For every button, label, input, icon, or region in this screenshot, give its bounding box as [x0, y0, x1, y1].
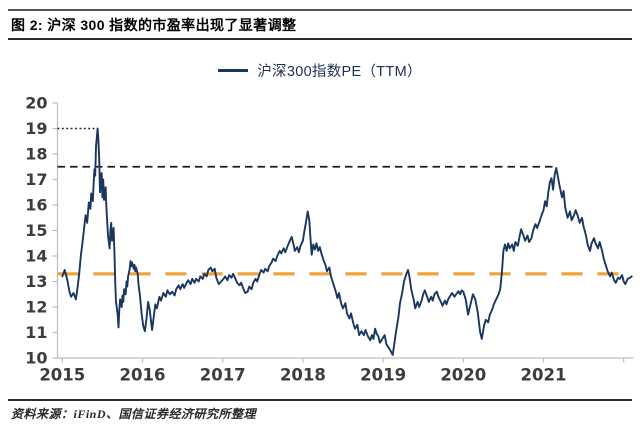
- legend-label: 沪深300指数PE（TTM）: [257, 64, 422, 80]
- title-underline-rule: [8, 38, 632, 41]
- x-axis: 2015 2016 2017 2018 2019 2020 2021: [39, 358, 625, 385]
- bottom-rule: [8, 399, 632, 401]
- y-tick-label: 14: [25, 247, 47, 266]
- y-tick-label: 20: [25, 94, 47, 113]
- source-note: 资料来源：iFinD、国信证券经济研究所整理: [11, 407, 257, 421]
- y-tick-label: 11: [25, 323, 47, 342]
- y-tick-label: 16: [25, 196, 47, 215]
- x-tick-label: 2016: [120, 366, 166, 385]
- x-tick-label: 2019: [360, 366, 406, 385]
- series-line: [61, 127, 633, 356]
- x-tick-label: 2020: [440, 366, 486, 385]
- x-tick-label: 2015: [39, 366, 85, 385]
- y-tick-label: 10: [25, 349, 47, 368]
- axes: [56, 103, 634, 359]
- y-tick-label: 15: [25, 221, 47, 240]
- legend: 沪深300指数PE（TTM）: [0, 60, 640, 81]
- legend-line-swatch: [218, 69, 249, 72]
- y-tick-label: 18: [25, 145, 47, 164]
- y-tick-label: 12: [25, 298, 47, 317]
- figure-title: 图 2: 沪深 300 指数的市盈率出现了显著调整: [11, 17, 297, 33]
- top-rule: [8, 9, 632, 11]
- x-tick-label: 2021: [521, 366, 567, 385]
- y-tick-label: 17: [25, 170, 47, 189]
- y-axis: 10 11 12 13 14 15 16 17 18 19 20: [25, 94, 58, 368]
- y-tick-label: 19: [25, 119, 47, 138]
- x-tick-label: 2018: [280, 366, 326, 385]
- y-tick-label: 13: [25, 272, 47, 291]
- x-tick-label: 2017: [200, 366, 246, 385]
